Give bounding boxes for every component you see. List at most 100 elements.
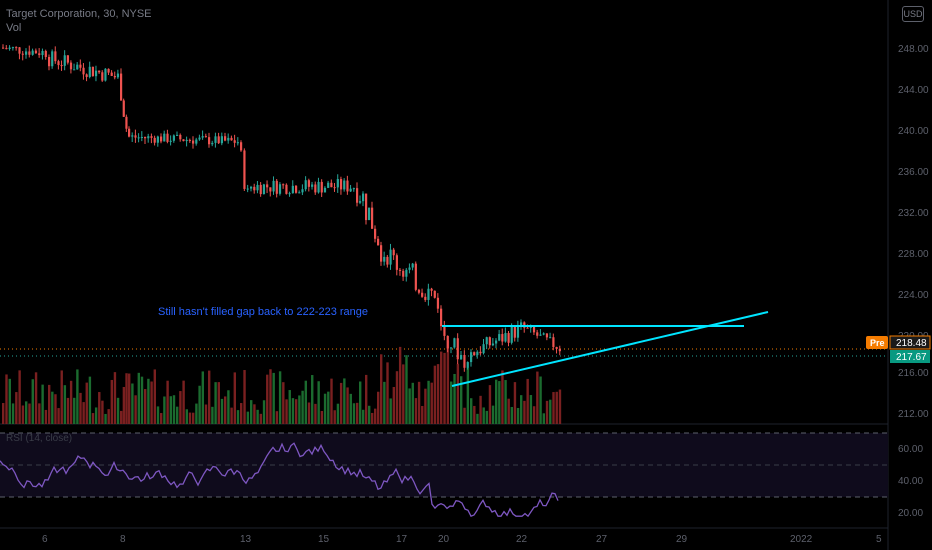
- candle-body: [131, 135, 134, 137]
- candle-body: [513, 326, 516, 338]
- ascending-trendline[interactable]: [451, 311, 769, 387]
- candle-body: [311, 184, 314, 187]
- candle-body: [116, 73, 120, 78]
- candle-body: [79, 64, 82, 68]
- volume-bar: [262, 400, 266, 424]
- candle-body: [380, 245, 383, 262]
- rsi-label[interactable]: RSI (14, close): [6, 433, 73, 444]
- volume-bar: [185, 409, 188, 424]
- volume-bar: [253, 404, 256, 424]
- candle-body: [192, 140, 195, 144]
- candle-body: [15, 47, 18, 49]
- volume-bar: [529, 395, 533, 424]
- candle-body: [107, 68, 110, 73]
- currency-badge[interactable]: USD: [902, 6, 924, 22]
- volume-bar: [113, 372, 117, 424]
- candle-body: [278, 184, 282, 194]
- candle-body: [110, 72, 113, 76]
- candle-body: [160, 136, 163, 142]
- volume-bar: [211, 406, 214, 424]
- volume-bar: [402, 364, 405, 424]
- candle-body: [555, 347, 558, 349]
- candle-body: [456, 338, 459, 360]
- candle-body: [408, 267, 411, 270]
- volume-bar: [539, 376, 542, 424]
- candle-body: [163, 133, 166, 142]
- volume-bar: [256, 409, 259, 424]
- volume-bar: [66, 397, 70, 424]
- volume-bar: [523, 400, 526, 424]
- volume-bar: [272, 372, 275, 424]
- volume-bar: [204, 404, 208, 424]
- candle-body: [230, 137, 233, 141]
- chart-title[interactable]: Target Corporation, 30, NYSE: [6, 8, 152, 20]
- price-tick: 232.00: [898, 208, 929, 219]
- volume-bar: [346, 387, 349, 424]
- candle-body: [128, 128, 131, 137]
- volume-bar: [201, 371, 204, 424]
- candle-body: [256, 184, 259, 191]
- time-tick: 13: [240, 534, 252, 545]
- candle-body: [327, 182, 330, 188]
- volume-bar: [243, 370, 246, 424]
- volume-bar: [314, 403, 317, 424]
- candle-body: [262, 184, 266, 195]
- candle-body: [233, 140, 236, 143]
- volume-bar: [352, 403, 356, 424]
- price-tick: 224.00: [898, 290, 929, 301]
- price-tick: 236.00: [898, 167, 929, 178]
- volume-bar: [44, 409, 48, 424]
- volume-bar: [463, 407, 466, 424]
- candle-body: [339, 179, 343, 190]
- candle-body: [288, 193, 291, 195]
- volume-bar: [60, 370, 63, 424]
- candle-body: [5, 48, 8, 50]
- candle-body: [250, 186, 253, 189]
- candle-body: [529, 326, 532, 328]
- candle-body: [504, 333, 507, 342]
- volume-bar: [513, 382, 517, 424]
- volume-bar: [392, 387, 396, 424]
- volume-bar: [98, 392, 101, 424]
- candle-body: [73, 69, 76, 71]
- volume-bar: [516, 407, 520, 424]
- volume-bar: [549, 399, 552, 424]
- volume-bar: [330, 378, 333, 424]
- volume-bar: [31, 379, 34, 424]
- annotation-text[interactable]: Still hasn't filled gap back to 222-223 …: [158, 306, 368, 318]
- volume-bar: [389, 398, 392, 424]
- volume-bar: [301, 390, 304, 424]
- candle-body: [166, 133, 169, 142]
- time-tick: 29: [676, 534, 688, 545]
- volume-label[interactable]: Vol: [6, 22, 22, 34]
- price-tick: 228.00: [898, 249, 929, 260]
- candle-body: [101, 72, 104, 81]
- volume-bar: [137, 372, 140, 424]
- volume-bar: [359, 381, 362, 424]
- volume-bars: [2, 340, 562, 424]
- volume-bar: [520, 395, 523, 424]
- candle-body: [2, 47, 5, 49]
- time-tick: 2022: [790, 534, 813, 545]
- volume-bar: [51, 391, 54, 424]
- volume-bar: [383, 381, 386, 424]
- volume-bar: [269, 369, 272, 424]
- volume-bar: [417, 381, 421, 424]
- candle-body: [140, 137, 143, 139]
- volume-bar: [156, 406, 160, 424]
- volume-bar: [386, 362, 389, 424]
- volume-bar: [365, 374, 368, 424]
- candle-body: [532, 326, 536, 333]
- candle-body: [545, 333, 549, 338]
- price-tick: 212.00: [898, 409, 929, 420]
- volume-bar: [430, 382, 433, 424]
- volume-bar: [101, 400, 104, 424]
- candle-body: [317, 181, 320, 193]
- volume-bar: [408, 388, 411, 424]
- volume-bar: [374, 408, 377, 424]
- volume-bar: [282, 382, 285, 424]
- price-tick: 240.00: [898, 126, 929, 137]
- candle-body: [510, 326, 513, 343]
- volume-bar: [414, 398, 418, 424]
